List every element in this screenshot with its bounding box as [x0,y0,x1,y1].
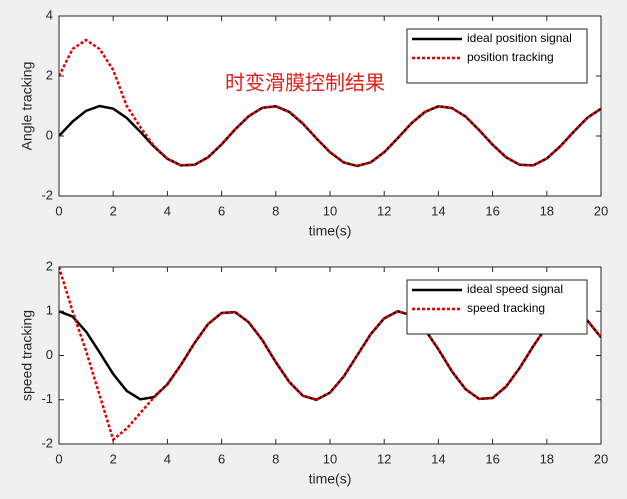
legend-label: ideal position signal [467,31,572,45]
y-tick-label: 2 [46,67,53,82]
x-tick-label: 16 [485,451,499,466]
legend: ideal position signal position tracking [406,28,588,84]
x-tick-label: 18 [540,203,554,218]
x-tick-label: 4 [164,203,171,218]
y-tick-label: 0 [46,127,53,142]
legend-label: ideal speed signal [467,282,563,296]
axes-box [58,266,602,445]
legend-label: speed tracking [467,301,545,315]
legend-box [406,279,588,335]
x-tick-label: 0 [55,203,62,218]
x-axis-label: time(s) [309,471,352,487]
x-tick-label: 8 [272,203,279,218]
x-tick-label: 16 [485,203,499,218]
x-tick-label: 10 [323,203,337,218]
y-tick-label: -2 [41,435,53,450]
x-tick-label: 10 [323,451,337,466]
legend-label: position tracking [467,50,554,64]
y-tick-label: 2 [46,258,53,273]
x-tick-label: 2 [110,203,117,218]
y-tick-label: -2 [41,187,53,202]
y-tick-label: 1 [46,303,53,318]
x-tick-label: 18 [540,451,554,466]
y-axis-label: speed tracking [19,310,35,401]
axes-box [58,15,602,197]
y-axis-label: Angle tracking [19,62,35,151]
x-tick-label: 14 [431,203,445,218]
legend: ideal speed signal speed tracking [406,279,588,335]
series-line [59,38,601,168]
x-tick-label: 12 [377,451,391,466]
x-tick-label: 2 [110,451,117,466]
x-tick-label: 4 [164,451,171,466]
annotation: 时变滑膜控制结果 [225,71,385,95]
x-tick-label: 20 [594,203,608,218]
x-tick-label: 12 [377,203,391,218]
x-tick-label: 20 [594,451,608,466]
x-tick-label: 14 [431,451,445,466]
y-tick-label: 0 [46,347,53,362]
series-line [59,267,601,442]
x-axis-label: time(s) [309,223,352,239]
x-tick-label: 8 [272,451,279,466]
y-tick-label: 4 [46,7,53,22]
x-tick-label: 0 [55,451,62,466]
x-tick-label: 6 [218,203,225,218]
x-tick-label: 6 [218,451,225,466]
y-tick-label: -1 [41,391,53,406]
